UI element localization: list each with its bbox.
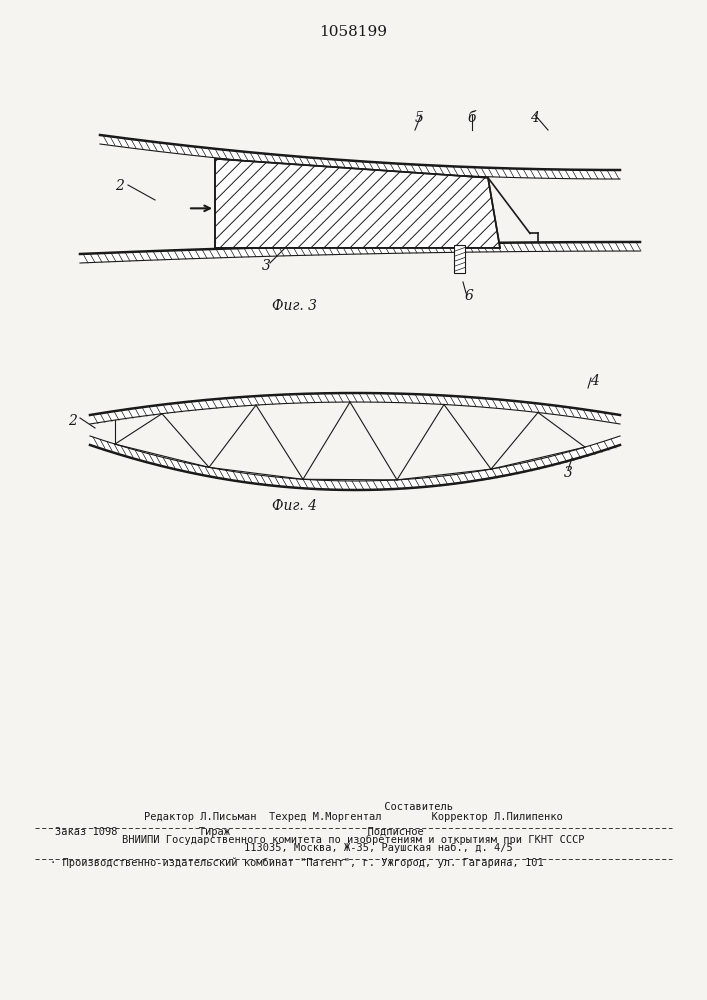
Bar — [455, 245, 465, 273]
Polygon shape — [215, 159, 500, 248]
Text: 4: 4 — [530, 111, 539, 125]
Text: 3: 3 — [262, 259, 271, 273]
Text: Фиг. 3: Фиг. 3 — [272, 299, 317, 313]
Text: ВНИИПИ Государственного комитета по изобретениям и открытиям при ГКНТ СССР: ВНИИПИ Государственного комитета по изоб… — [122, 835, 584, 845]
Text: Составитель: Составитель — [253, 802, 453, 812]
Text: 5: 5 — [415, 111, 424, 125]
Text: 113035, Москва, Ж-35, Раушская наб., д. 4/5: 113035, Москва, Ж-35, Раушская наб., д. … — [194, 843, 513, 853]
Polygon shape — [90, 436, 620, 490]
Text: 2: 2 — [115, 179, 124, 193]
Text: 6: 6 — [465, 289, 474, 303]
Polygon shape — [100, 135, 620, 179]
Polygon shape — [90, 393, 620, 424]
Text: Заказ 1098             Тираж                      Подписное: Заказ 1098 Тираж Подписное — [55, 827, 423, 837]
Text: 4: 4 — [590, 374, 599, 388]
Polygon shape — [80, 242, 640, 263]
Text: б: б — [467, 111, 476, 125]
Text: 3: 3 — [564, 466, 573, 480]
Text: Фиг. 4: Фиг. 4 — [272, 499, 317, 513]
Text: 2: 2 — [68, 414, 77, 428]
Text: Редактор Л.Письман  Техред М.Моргентал        Корректор Л.Пилипенко: Редактор Л.Письман Техред М.Моргентал Ко… — [144, 812, 562, 822]
Text: 1058199: 1058199 — [319, 25, 387, 39]
Text: · Производственно-издательский комбинат "Патент", г. Ужгород, ул. Гагарина, 101: · Производственно-издательский комбинат … — [50, 857, 544, 868]
